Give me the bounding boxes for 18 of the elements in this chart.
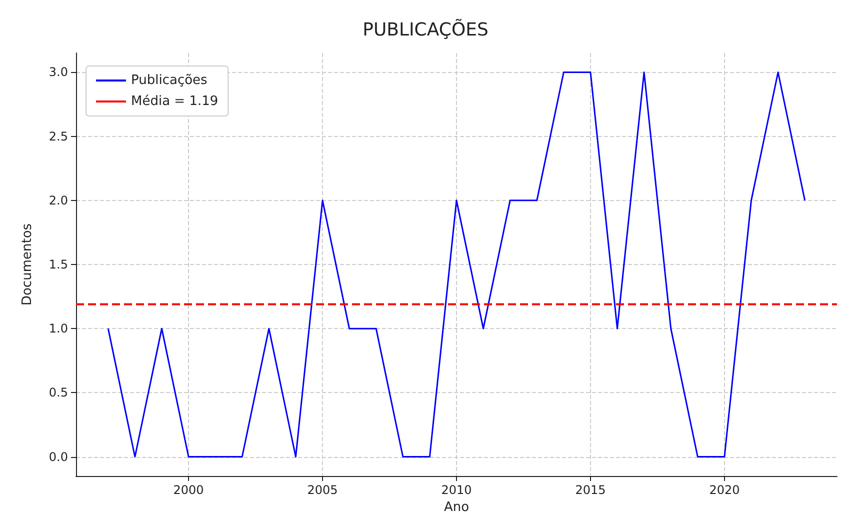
x-axis-title: Ano [444,500,470,515]
y-tick-label: 3.0 [48,65,68,80]
x-tick-label: 2000 [173,483,204,497]
y-axis-title: Documentos [20,223,35,306]
chart-title: PUBLICAÇÕES [362,18,488,40]
x-tick-label: 2010 [441,483,472,497]
x-tick-label: 2005 [307,483,338,497]
y-tick-label: 0.5 [48,386,68,400]
x-tick-label: 2020 [709,483,740,497]
y-tick-label: 2.5 [48,129,68,144]
y-tick-label: 1.5 [48,258,68,272]
x-tick-label: 2015 [575,483,606,497]
y-tick-label: 1.0 [48,322,68,336]
y-tick-label: 2.0 [48,193,68,208]
y-tick-label: 0.0 [48,450,68,464]
legend-label: Publicações [131,73,208,88]
line-series [107,71,806,458]
legend-label: Média = 1.19 [131,94,218,109]
